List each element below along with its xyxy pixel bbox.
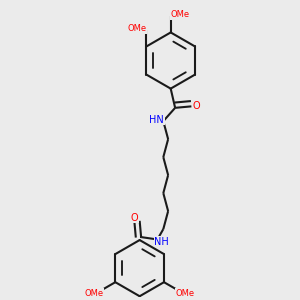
Text: O: O — [192, 101, 200, 111]
Text: OMe: OMe — [128, 24, 147, 33]
Text: O: O — [130, 213, 138, 223]
Text: OMe: OMe — [84, 289, 104, 298]
Text: HN: HN — [149, 115, 164, 125]
Text: NH: NH — [154, 237, 169, 247]
Text: OMe: OMe — [170, 10, 189, 19]
Text: OMe: OMe — [176, 289, 195, 298]
